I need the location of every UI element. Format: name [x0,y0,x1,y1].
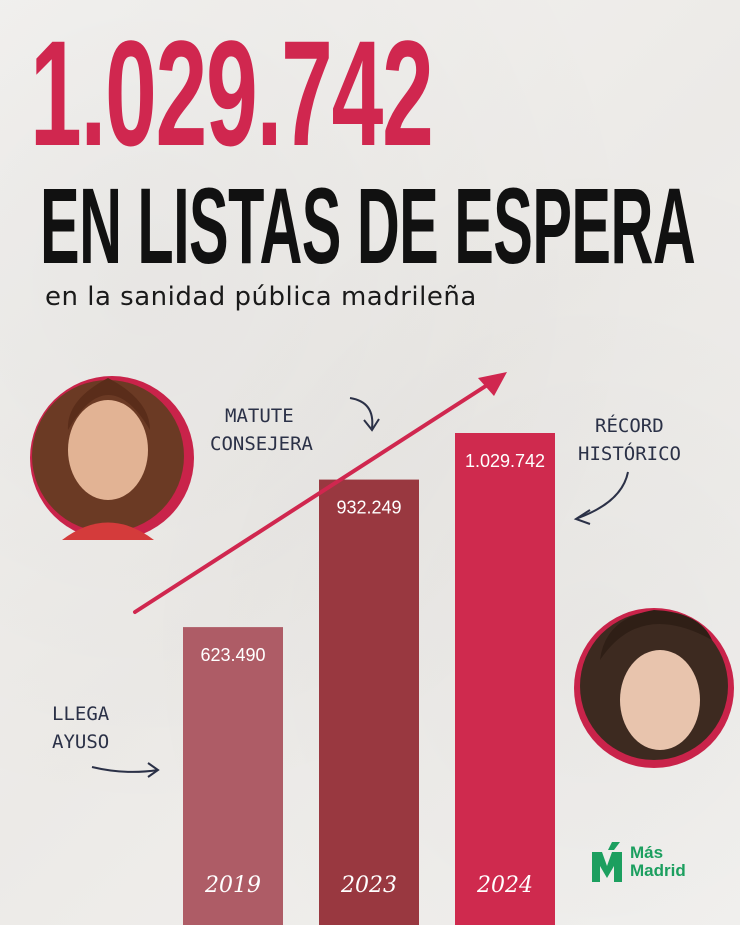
bar-year-label-2023: 2023 [340,873,397,898]
note-ayuso-line1: LLEGA [52,703,110,725]
logo-m-icon [592,842,622,882]
note-matute-line2: CONSEJERA [210,433,314,455]
bar-year-label-2024: 2024 [476,873,533,898]
bar-year-label-2019: 2019 [204,873,261,898]
subtitle: en la sanidad pública madrileña [45,282,477,312]
bar-2024 [455,433,555,925]
portrait-ayuso [574,608,734,768]
bars-group: 623.490 2019 932.249 2023 1.029.742 2024 [183,433,555,925]
headline-number: 1.029.742 [30,9,434,177]
bar-2019 [183,627,283,925]
note-matute-line1: MATUTE [225,405,294,427]
note-ayuso-arrowhead-icon [147,762,160,778]
bar-value-label-2023: 932.249 [336,498,401,518]
note-matute-arrowhead-icon [363,418,380,432]
bar-value-label-2019: 623.490 [200,645,265,665]
logo-line2: Madrid [630,861,686,880]
note-record-line1: RÉCORD [595,414,664,437]
headline-text: EN LISTAS DE ESPERA [40,165,696,286]
note-ayuso-line2: AYUSO [52,731,109,753]
logo-line1: Más [630,843,664,862]
note-record-arrow-icon [577,471,629,519]
note-record-arrowhead-icon [573,509,591,525]
trend-arrow-head [478,372,507,396]
logo-mas-madrid: Más Madrid [590,842,686,882]
bar-value-label-2024: 1.029.742 [465,451,545,471]
note-record-line2: HISTÓRICO [578,441,681,465]
trend-arrow-line [133,380,494,614]
portrait-matute [30,376,194,540]
note-ayuso-arrow-icon [91,766,159,773]
bar-2023 [319,479,419,925]
note-matute-arrow-icon [349,397,374,429]
